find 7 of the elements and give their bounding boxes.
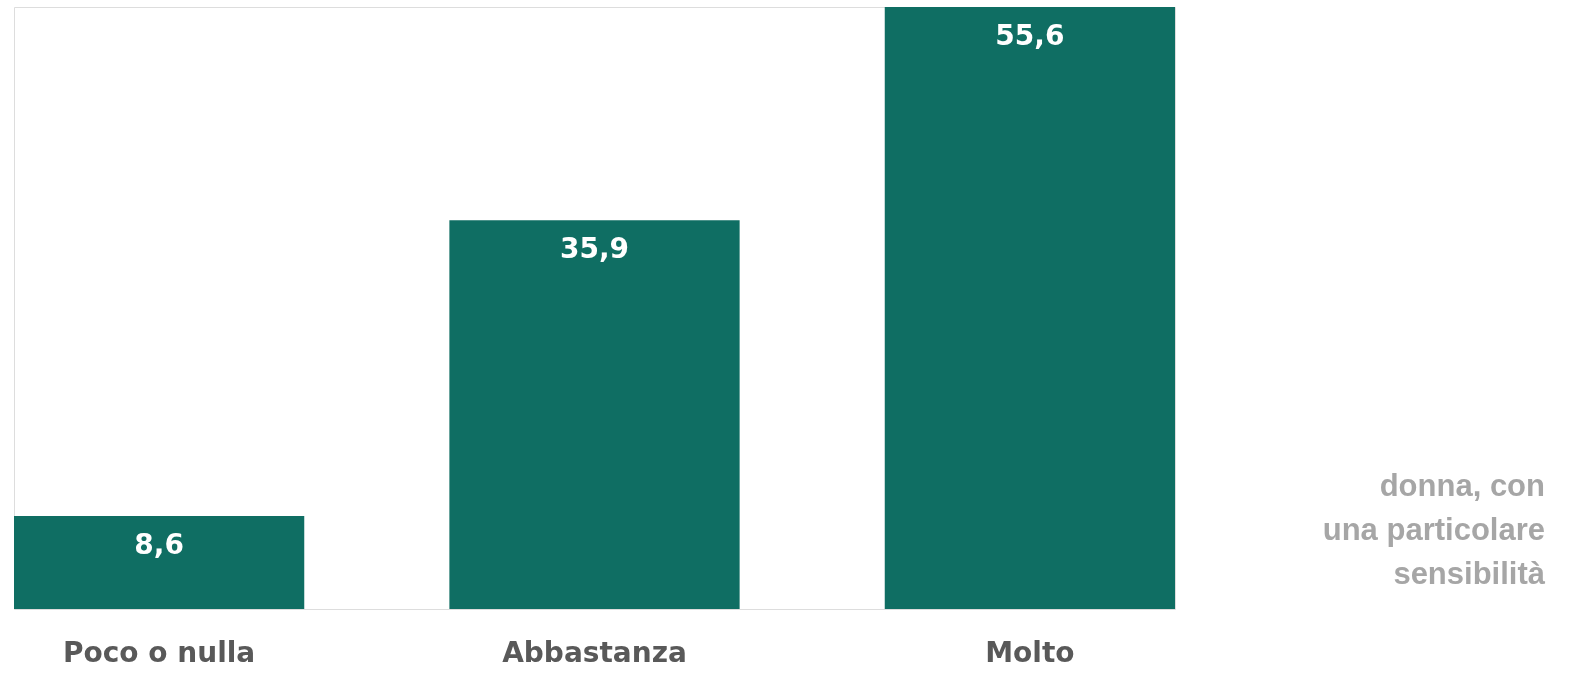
text: donna, con una particolare sensibilità [1322,468,1546,591]
data-label: 8,6 [134,527,184,561]
data-label: 55,6 [995,19,1065,52]
x-tick-label: Poco o nulla [62,635,256,669]
data-label: 35,9 [559,232,630,266]
x-tick-label: Abbastanza [502,635,687,669]
x-tick-label: Molto [985,635,1075,669]
